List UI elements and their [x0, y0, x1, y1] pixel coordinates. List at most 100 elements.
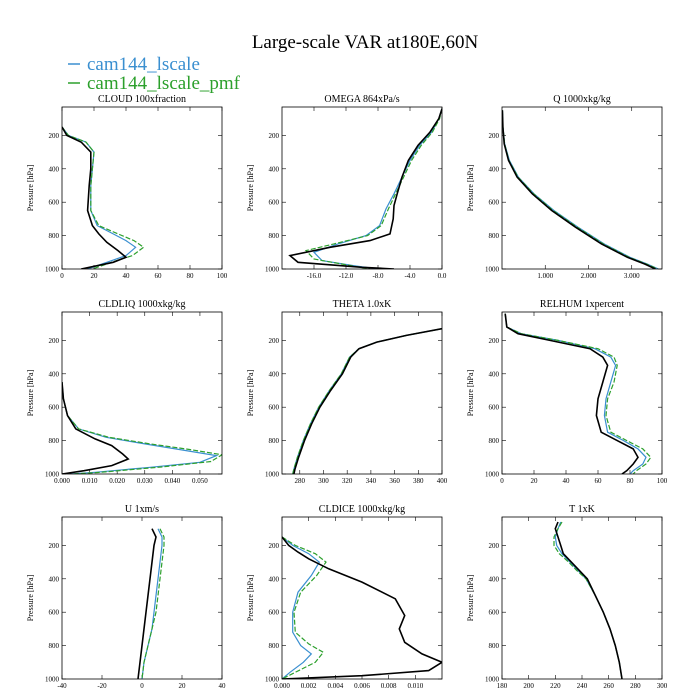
series-line-lscale [282, 536, 321, 679]
y-tick-label: 400 [489, 370, 500, 378]
x-tick-label: 20 [531, 477, 539, 485]
panel-title: T 1xK [569, 504, 595, 515]
x-tick-label: 0 [500, 477, 504, 485]
y-tick-label: 800 [489, 437, 500, 445]
x-tick-label: -16.0 [307, 272, 322, 280]
y-tick-label: 400 [49, 370, 60, 378]
series-line-lscale [141, 528, 163, 679]
y-tick-label: 800 [269, 642, 280, 650]
series-line-control [293, 327, 442, 474]
y-tick-label: 1000 [485, 266, 500, 274]
plot-frame [281, 311, 443, 475]
x-tick-label: 20 [91, 272, 99, 280]
x-tick-label: -12.0 [339, 272, 354, 280]
x-tick-label: 260 [603, 682, 614, 690]
panel-title: OMEGA 864xPa/s [324, 94, 399, 105]
x-tick-label: -40 [57, 682, 67, 690]
panel-7: CLDICE 1000xkg/kg Pressure [hPa] 200 400 600… [246, 504, 443, 690]
x-tick-label: 400 [437, 477, 448, 485]
series-line-pmf [304, 108, 442, 269]
main-title: Large-scale VAR at180E,60N [252, 32, 479, 53]
y-tick-label: 800 [49, 437, 60, 445]
x-tick-label: 240 [577, 682, 588, 690]
y-axis-label: Pressure [hPa] [466, 369, 475, 416]
y-axis-label: Pressure [hPa] [246, 574, 255, 621]
plot-frame [281, 106, 443, 270]
plot-frame [501, 311, 663, 475]
plot-frame [501, 106, 663, 270]
x-tick-label: 280 [295, 477, 306, 485]
y-tick-label: 600 [49, 609, 60, 617]
x-tick-label: 40 [563, 477, 571, 485]
series-line-pmf [282, 536, 327, 679]
y-tick-label: 400 [489, 575, 500, 583]
series-line-pmf [62, 382, 222, 474]
y-tick-label: 600 [269, 404, 280, 412]
series-line-control [62, 126, 128, 269]
series-line-control [288, 108, 442, 269]
panel-3: CLDLIQ 1000xkg/kg Pressure [hPa] 200 400 600… [26, 299, 223, 485]
x-tick-label: 40 [123, 272, 131, 280]
y-tick-label: 600 [489, 404, 500, 412]
x-tick-label: 2.000 [581, 272, 597, 280]
x-tick-label: 0 [60, 272, 64, 280]
y-axis-label: Pressure [hPa] [246, 164, 255, 211]
x-tick-label: 40 [219, 682, 227, 690]
x-tick-label: 300 [318, 477, 329, 485]
y-tick-label: 400 [489, 165, 500, 173]
x-tick-label: 100 [217, 272, 228, 280]
x-tick-label: 280 [630, 682, 641, 690]
x-tick-label: 0.0 [438, 272, 447, 280]
series-line-lscale [502, 110, 659, 269]
series-line-lscale [504, 313, 647, 474]
x-tick-label: 0.040 [164, 477, 180, 485]
y-tick-label: 600 [49, 199, 60, 207]
panel-2: Q 1000xkg/kg Pressure [hPa] 200 400 600 800 10… [466, 94, 663, 280]
y-tick-label: 200 [489, 542, 500, 550]
series-line-pmf [141, 528, 165, 679]
x-tick-label: 0.004 [327, 682, 343, 690]
y-tick-label: 200 [489, 337, 500, 345]
y-axis-label: Pressure [hPa] [26, 164, 35, 211]
panel-title: THETA 1.0xK [333, 299, 392, 310]
legend-label-lscale: cam144_lscale [87, 54, 200, 75]
series-line-pmf [62, 126, 145, 269]
y-tick-label: 600 [49, 404, 60, 412]
y-tick-label: 1000 [265, 266, 280, 274]
series-line-pmf [502, 110, 658, 269]
series-line-lscale [292, 328, 442, 474]
series-line-lscale [554, 521, 623, 679]
y-tick-label: 200 [269, 337, 280, 345]
x-tick-label: 0.000 [274, 682, 290, 690]
y-tick-label: 1000 [265, 676, 280, 684]
x-tick-label: 0.002 [301, 682, 317, 690]
y-tick-label: 400 [49, 575, 60, 583]
x-tick-label: 80 [187, 272, 195, 280]
y-tick-label: 800 [269, 437, 280, 445]
x-tick-label: -8.0 [372, 272, 384, 280]
y-tick-label: 600 [489, 609, 500, 617]
y-tick-label: 200 [49, 337, 60, 345]
y-tick-label: 200 [269, 132, 280, 140]
panel-title: Q 1000xkg/kg [553, 94, 611, 105]
x-tick-label: 0 [140, 682, 144, 690]
y-tick-label: 800 [489, 642, 500, 650]
panel-title: CLDLIQ 1000xkg/kg [99, 299, 186, 310]
panel-title: U 1xm/s [125, 504, 159, 515]
y-tick-label: 200 [269, 542, 280, 550]
legend-label-pmf: cam144_lscale_pmf [87, 73, 241, 94]
x-tick-label: 0.020 [109, 477, 125, 485]
y-axis-label: Pressure [hPa] [466, 164, 475, 211]
plot-frame [281, 516, 443, 680]
y-tick-label: 1000 [45, 266, 60, 274]
series-line-pmf [553, 521, 623, 679]
series-line-lscale [312, 108, 442, 269]
x-tick-label: 320 [342, 477, 353, 485]
series-line-lscale [62, 126, 137, 269]
y-tick-label: 400 [269, 370, 280, 378]
y-tick-label: 800 [269, 232, 280, 240]
x-tick-label: 80 [627, 477, 635, 485]
